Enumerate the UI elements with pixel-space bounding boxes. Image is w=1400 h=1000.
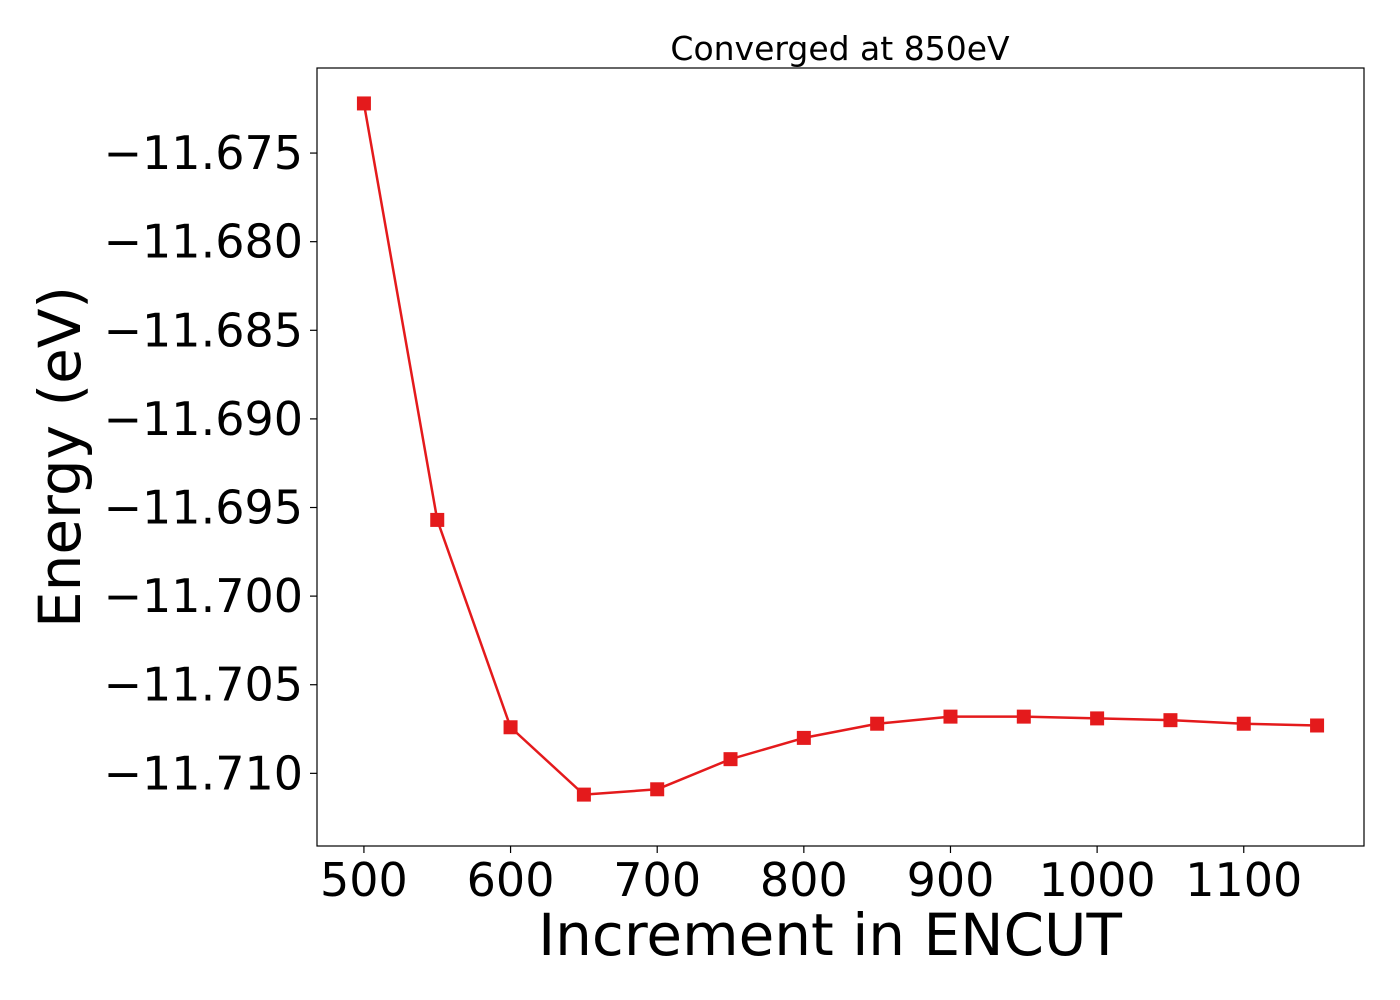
x-tick-label: 900 <box>907 853 995 907</box>
y-tick-label: −11.710 <box>104 746 304 800</box>
x-tick-label: 700 <box>613 853 701 907</box>
data-point-marker <box>1090 711 1105 726</box>
y-tick-label: −11.700 <box>104 569 304 623</box>
data-point-marker <box>503 720 518 735</box>
y-axis-ticks: −11.675 −11.680 −11.685 −11.690 −11.695 −11.7… <box>104 126 317 800</box>
y-tick-label: −11.680 <box>104 215 304 269</box>
x-axis-label: Increment in ENCUT <box>538 901 1122 969</box>
data-point-marker <box>430 512 445 527</box>
data-point-marker <box>1016 709 1031 724</box>
data-point-marker <box>1163 713 1178 728</box>
x-tick-label: 500 <box>320 853 408 907</box>
data-point-marker <box>576 787 591 802</box>
data-point-marker <box>943 709 958 724</box>
data-point-marker <box>870 716 885 731</box>
data-point-marker <box>1310 718 1325 733</box>
x-tick-label: 800 <box>760 853 848 907</box>
data-point-marker <box>1236 716 1251 731</box>
series-markers <box>356 96 1325 802</box>
x-tick-label: 1000 <box>1039 853 1156 907</box>
chart-title: Converged at 850eV <box>670 29 1010 68</box>
plot-frame <box>316 67 1365 847</box>
data-point-marker <box>796 730 811 745</box>
y-axis-label: Energy (eV) <box>26 286 94 628</box>
y-tick-label: −11.685 <box>104 303 304 357</box>
x-tick-label: 600 <box>467 853 555 907</box>
y-tick-label: −11.675 <box>104 126 304 180</box>
y-tick-label: −11.695 <box>104 481 304 535</box>
data-point-marker <box>723 752 738 767</box>
series-line <box>362 103 1318 796</box>
data-point-marker <box>650 782 665 797</box>
x-tick-label: 1100 <box>1185 853 1302 907</box>
y-tick-label: −11.705 <box>104 658 304 712</box>
y-tick-label: −11.690 <box>104 392 304 446</box>
x-axis-ticks: 500 600 700 800 900 1000 1100 <box>320 846 1302 907</box>
data-point-marker <box>356 96 371 111</box>
